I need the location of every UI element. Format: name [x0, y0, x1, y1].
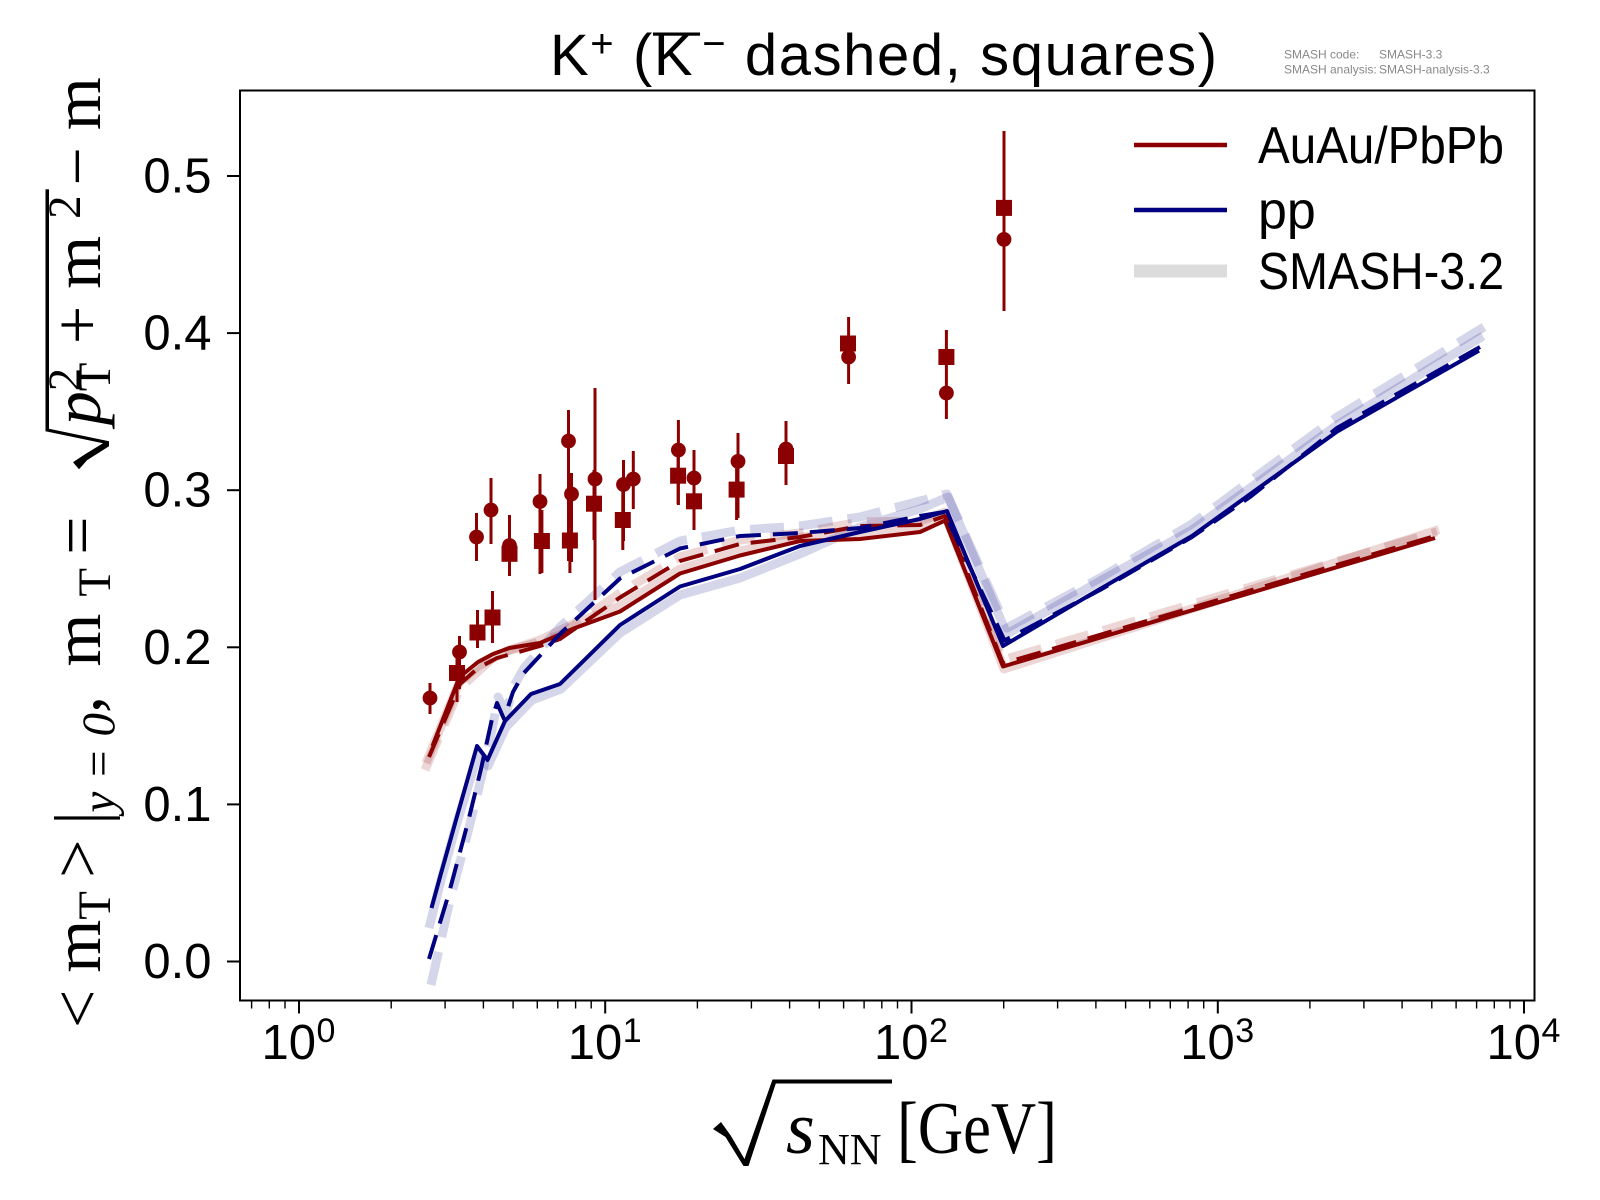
- svg-text:SMASH code:: SMASH code:: [1284, 48, 1359, 62]
- svg-text:>: >: [39, 840, 115, 878]
- svg-text:10: 10: [568, 1016, 623, 1070]
- svg-text:− m: − m: [39, 77, 115, 185]
- svg-text:2: 2: [39, 368, 91, 392]
- svg-text:0.4: 0.4: [143, 307, 211, 361]
- svg-text:10: 10: [262, 1016, 317, 1070]
- svg-text:T: T: [69, 362, 121, 391]
- svg-text:T: T: [69, 891, 121, 920]
- svg-text:SMASH-3.2: SMASH-3.2: [1258, 243, 1504, 301]
- svg-text:0.0: 0.0: [143, 935, 211, 989]
- svg-text:3: 3: [1235, 1012, 1254, 1050]
- svg-text:AuAu/PbPb: AuAu/PbPb: [1258, 117, 1504, 175]
- svg-text:s: s: [786, 1088, 815, 1170]
- svg-text:pp: pp: [1258, 182, 1316, 240]
- svg-text:2: 2: [929, 1012, 948, 1050]
- svg-text:+ m: + m: [39, 236, 115, 344]
- svg-text:p: p: [39, 391, 115, 429]
- svg-text:1: 1: [623, 1012, 642, 1050]
- svg-text:10: 10: [1487, 1016, 1542, 1070]
- svg-text:K+ (K− dashed, squares): K+ (K − dashed, squares): [550, 22, 1219, 88]
- svg-text:NN: NN: [818, 1125, 882, 1174]
- svg-text:0.1: 0.1: [143, 778, 211, 832]
- svg-text:0.5: 0.5: [143, 150, 211, 204]
- svg-text:SMASH analysis:: SMASH analysis:: [1284, 63, 1377, 77]
- svg-text:SMASH-3.3: SMASH-3.3: [1379, 48, 1443, 62]
- svg-text:10: 10: [1180, 1016, 1235, 1070]
- svg-text:T: T: [69, 568, 121, 597]
- svg-text:10: 10: [874, 1016, 929, 1070]
- svg-text:[GeV]: [GeV]: [897, 1088, 1057, 1170]
- svg-text:,: ,: [39, 696, 115, 713]
- svg-text:0.3: 0.3: [143, 464, 211, 518]
- svg-text:m: m: [39, 614, 115, 667]
- svg-text:4: 4: [1542, 1012, 1561, 1050]
- svg-text:y = 0: y = 0: [73, 713, 125, 817]
- svg-text:SMASH-analysis-3.3: SMASH-analysis-3.3: [1379, 63, 1490, 77]
- svg-text:=: =: [39, 516, 115, 554]
- svg-text:< m: < m: [39, 920, 115, 1028]
- svg-text:0: 0: [317, 1012, 336, 1050]
- svg-text:0.2: 0.2: [143, 621, 211, 675]
- svg-text:2: 2: [39, 195, 91, 219]
